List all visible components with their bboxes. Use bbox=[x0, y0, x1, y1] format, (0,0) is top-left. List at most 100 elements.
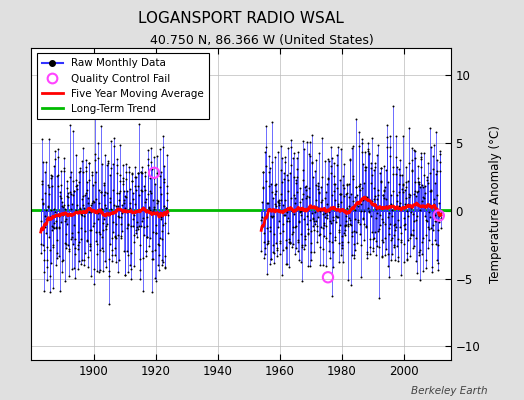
Point bbox=[327, 162, 335, 169]
Point bbox=[313, 238, 321, 245]
Point bbox=[400, 258, 408, 265]
Point bbox=[412, 192, 420, 199]
Point bbox=[108, 229, 117, 235]
Point bbox=[144, 162, 152, 168]
Point bbox=[117, 232, 126, 239]
Point bbox=[374, 142, 382, 148]
Point bbox=[433, 168, 441, 174]
Point bbox=[326, 170, 335, 176]
Point bbox=[413, 163, 422, 170]
Point bbox=[278, 179, 286, 185]
Point bbox=[103, 220, 111, 227]
Point bbox=[53, 146, 62, 153]
Point bbox=[310, 204, 319, 211]
Point bbox=[259, 238, 268, 245]
Point bbox=[107, 252, 116, 258]
Point bbox=[303, 221, 311, 227]
Point bbox=[121, 272, 129, 279]
Point bbox=[80, 204, 88, 211]
Point bbox=[259, 230, 268, 236]
Point bbox=[157, 191, 165, 198]
Point bbox=[383, 144, 391, 150]
Point bbox=[161, 265, 169, 272]
Point bbox=[89, 198, 97, 204]
Point bbox=[285, 218, 293, 225]
Point bbox=[368, 198, 376, 204]
Point bbox=[388, 235, 396, 242]
Point bbox=[115, 190, 124, 196]
Point bbox=[94, 216, 102, 222]
Point bbox=[411, 178, 420, 185]
Point bbox=[419, 183, 428, 190]
Point bbox=[373, 195, 381, 202]
Point bbox=[278, 208, 287, 215]
Point bbox=[64, 246, 73, 252]
Point bbox=[99, 248, 107, 254]
Point bbox=[149, 208, 158, 214]
Point bbox=[389, 244, 398, 250]
Point bbox=[308, 132, 316, 138]
Point bbox=[314, 186, 322, 192]
Point bbox=[421, 265, 430, 271]
Point bbox=[358, 140, 366, 146]
Point bbox=[101, 201, 110, 208]
Point bbox=[54, 225, 63, 231]
Point bbox=[96, 246, 104, 253]
Point bbox=[80, 213, 88, 219]
Point bbox=[102, 263, 111, 270]
Point bbox=[61, 278, 70, 284]
Point bbox=[366, 213, 375, 219]
Point bbox=[129, 216, 137, 222]
Point bbox=[114, 268, 123, 275]
Point bbox=[301, 183, 310, 190]
Point bbox=[113, 170, 122, 176]
Point bbox=[317, 199, 325, 206]
Point bbox=[48, 241, 57, 248]
Point bbox=[400, 220, 409, 227]
Point bbox=[270, 260, 278, 266]
Point bbox=[51, 156, 59, 162]
Point bbox=[82, 179, 91, 185]
Point bbox=[119, 187, 128, 194]
Point bbox=[421, 213, 430, 220]
Point bbox=[354, 183, 363, 189]
Point bbox=[322, 201, 331, 208]
Point bbox=[371, 193, 379, 200]
Point bbox=[361, 180, 369, 186]
Point bbox=[397, 230, 405, 236]
Point bbox=[121, 271, 129, 278]
Point bbox=[347, 228, 356, 235]
Point bbox=[337, 191, 345, 198]
Point bbox=[330, 160, 339, 166]
Point bbox=[160, 220, 169, 226]
Point bbox=[69, 241, 77, 248]
Point bbox=[124, 222, 133, 228]
Point bbox=[106, 199, 114, 206]
Point bbox=[68, 234, 76, 241]
Point bbox=[369, 196, 378, 202]
Point bbox=[123, 224, 131, 231]
Point bbox=[303, 230, 312, 236]
Point bbox=[393, 242, 401, 249]
Point bbox=[80, 256, 89, 263]
Y-axis label: Temperature Anomaly (°C): Temperature Anomaly (°C) bbox=[488, 125, 501, 283]
Point bbox=[281, 261, 290, 268]
Point bbox=[343, 205, 352, 211]
Point bbox=[434, 218, 443, 225]
Point bbox=[51, 218, 60, 224]
Point bbox=[82, 164, 90, 170]
Point bbox=[137, 187, 146, 193]
Point bbox=[411, 235, 420, 241]
Point bbox=[311, 182, 320, 188]
Point bbox=[277, 190, 286, 197]
Point bbox=[96, 189, 105, 195]
Point bbox=[374, 192, 382, 198]
Point bbox=[58, 257, 67, 264]
Point bbox=[344, 239, 352, 246]
Point bbox=[123, 209, 132, 215]
Point bbox=[145, 205, 154, 212]
Point bbox=[330, 188, 338, 194]
Point bbox=[316, 224, 325, 230]
Point bbox=[44, 182, 52, 188]
Point bbox=[58, 203, 66, 210]
